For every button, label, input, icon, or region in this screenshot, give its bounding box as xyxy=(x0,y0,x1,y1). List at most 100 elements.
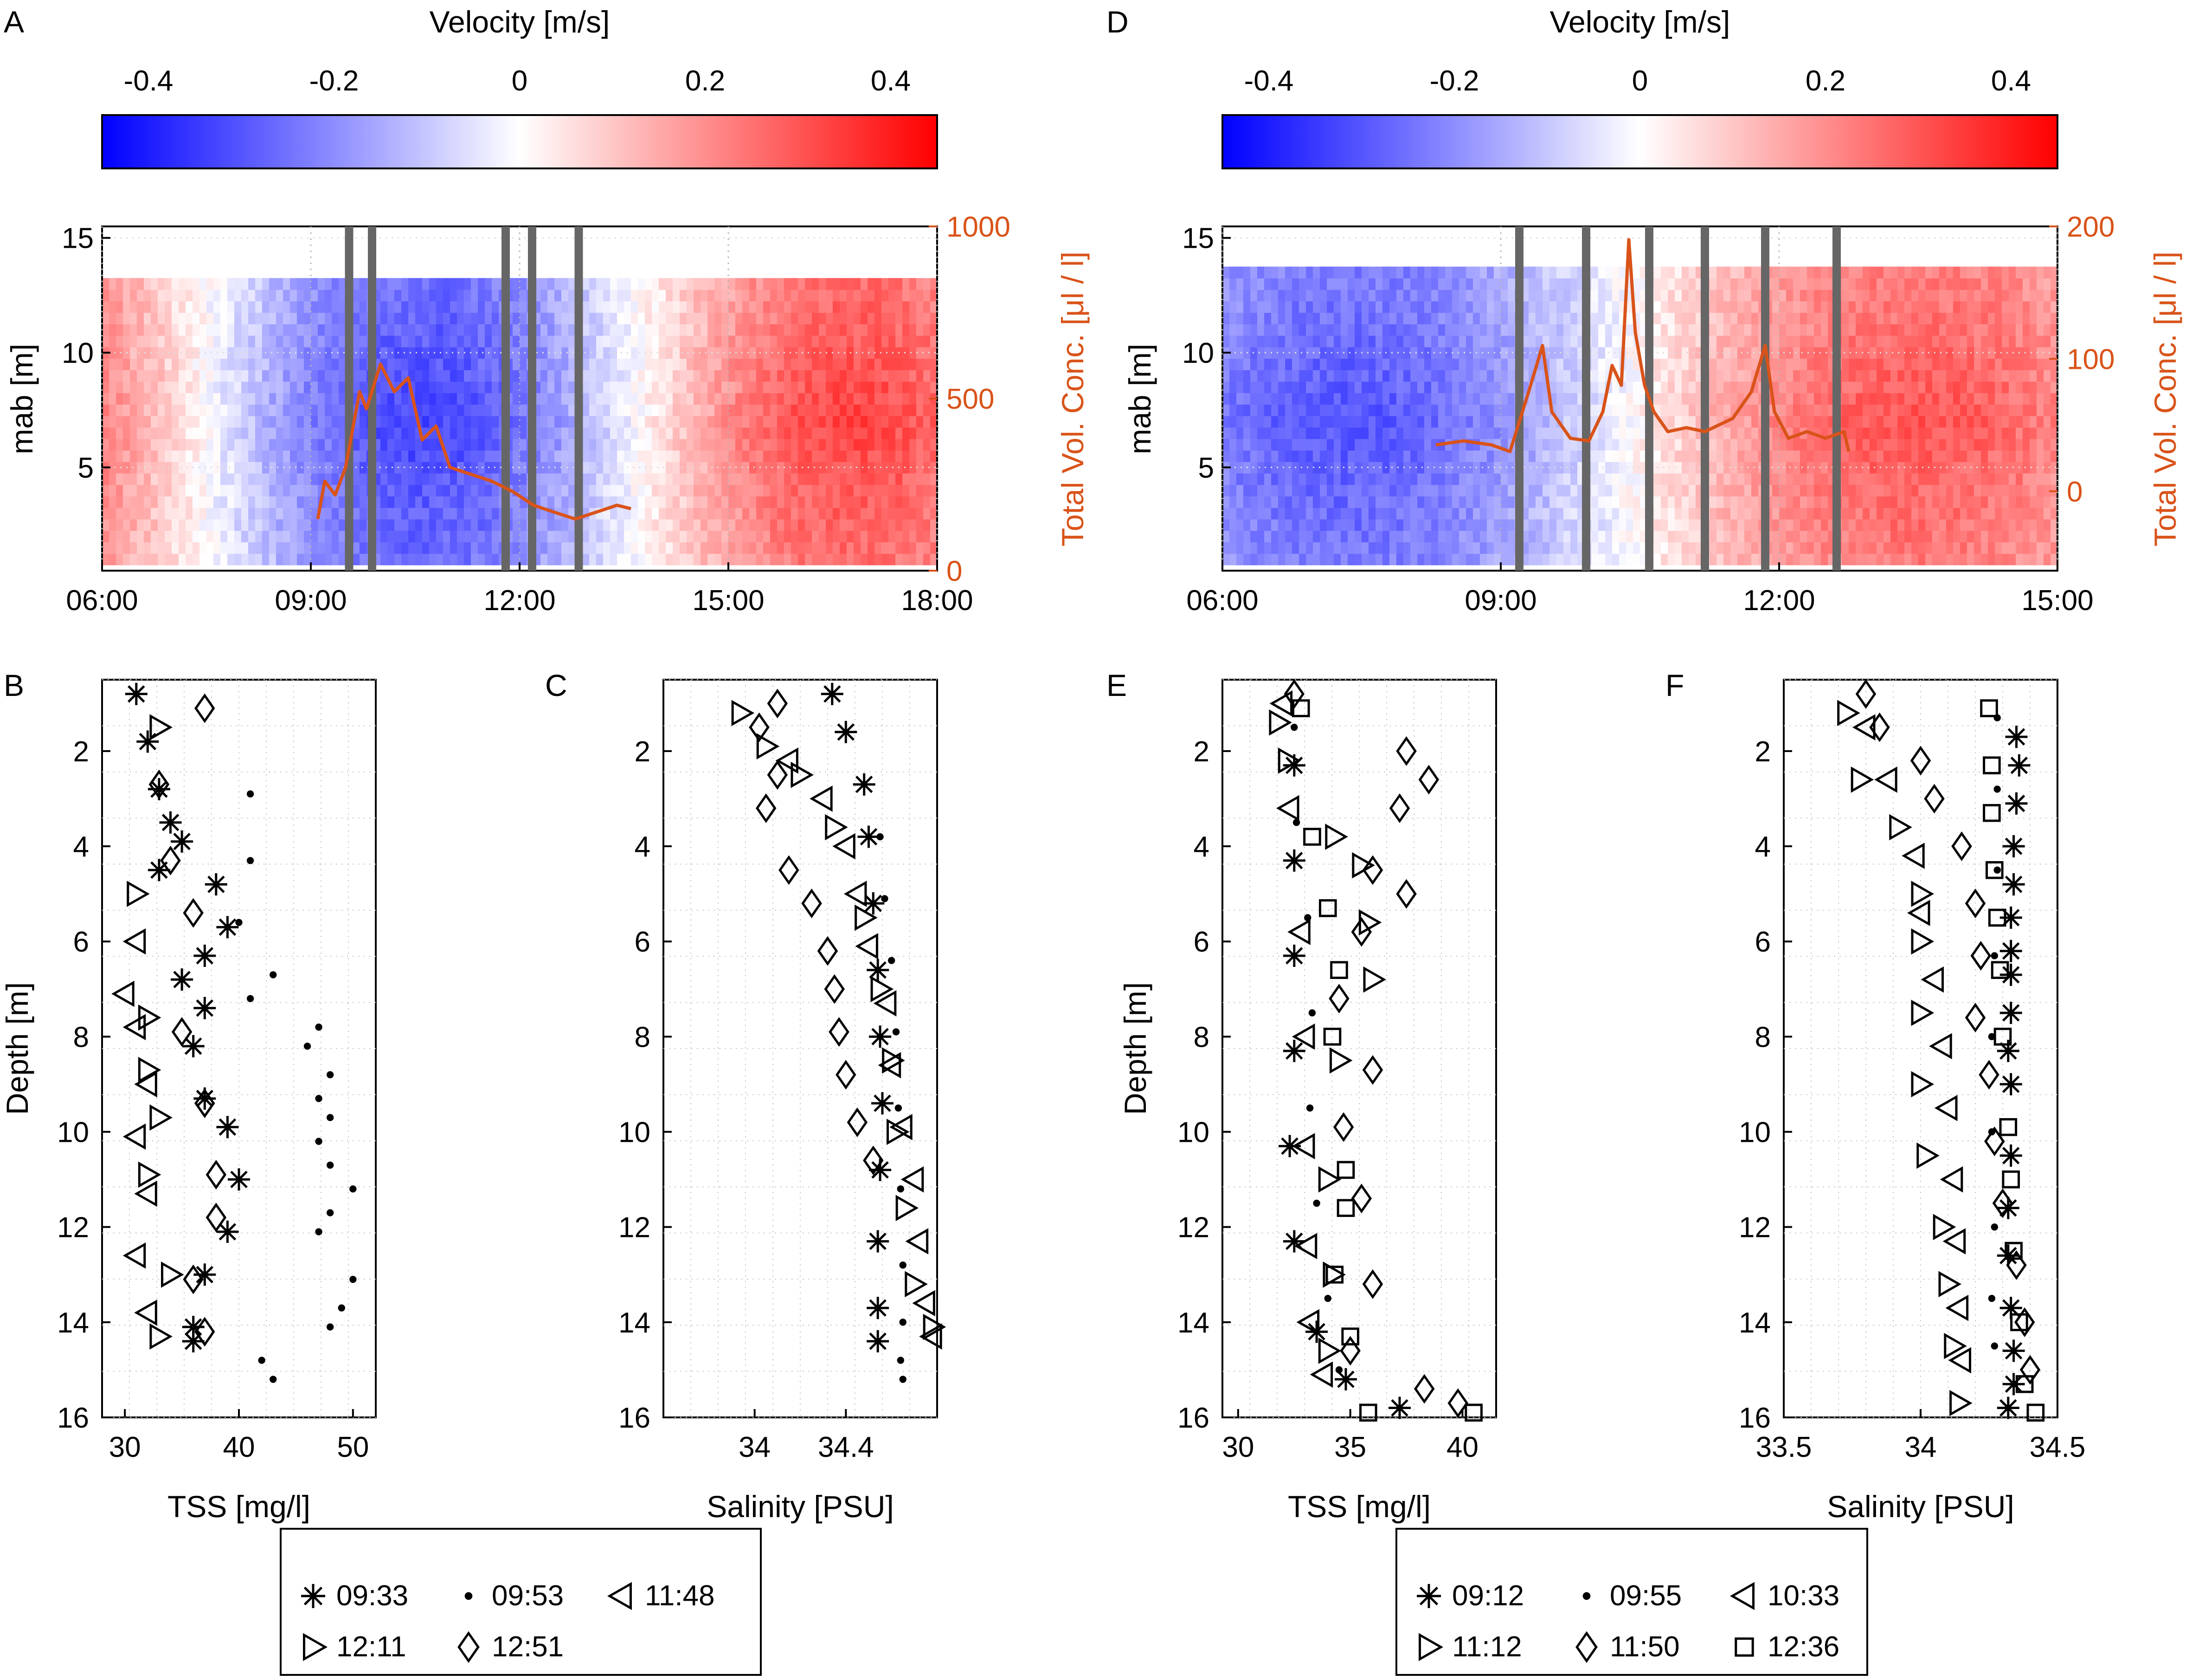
velocity-cell xyxy=(659,427,666,439)
velocity-cell xyxy=(547,473,555,485)
velocity-cell xyxy=(325,290,332,302)
velocity-cell xyxy=(1591,278,1599,290)
velocity-cell xyxy=(283,381,290,393)
velocity-cell xyxy=(102,450,109,462)
velocity-cell xyxy=(213,312,221,324)
velocity-cell xyxy=(485,484,492,496)
velocity-cell xyxy=(353,324,360,336)
colorbar-title-D: Velocity [m/s] xyxy=(1550,5,1730,39)
velocity-cell xyxy=(798,484,805,496)
velocity-cell xyxy=(638,519,645,531)
velocity-cell xyxy=(165,381,172,393)
velocity-cell xyxy=(721,335,729,348)
velocity-cell xyxy=(283,301,290,313)
velocity-cell xyxy=(1341,473,1348,485)
velocity-cell xyxy=(290,301,297,313)
velocity-cell xyxy=(422,553,430,566)
velocity-cell xyxy=(520,358,527,370)
velocity-cell xyxy=(694,393,701,405)
velocity-cell xyxy=(262,312,270,324)
velocity-cell xyxy=(1612,496,1620,508)
velocity-cell xyxy=(1508,519,1515,531)
velocity-cell xyxy=(812,393,819,405)
velocity-cell xyxy=(422,278,430,290)
velocity-cell xyxy=(325,427,332,439)
velocity-cell xyxy=(812,404,819,416)
velocity-cell xyxy=(1403,484,1411,496)
velocity-cell xyxy=(680,496,687,508)
velocity-cell xyxy=(805,324,812,336)
velocity-cell xyxy=(1264,484,1272,496)
velocity-cell xyxy=(694,312,701,324)
velocity-cell xyxy=(1459,335,1466,348)
velocity-cell xyxy=(492,278,499,290)
velocity-cell xyxy=(1661,324,1668,336)
velocity-cell xyxy=(582,553,590,566)
velocity-cell xyxy=(1376,542,1383,554)
velocity-cell xyxy=(318,278,325,290)
velocity-cell xyxy=(540,370,548,382)
velocity-cell xyxy=(840,519,847,531)
velocity-cell xyxy=(325,519,332,531)
velocity-cell xyxy=(1389,370,1397,382)
velocity-cell xyxy=(290,508,297,520)
velocity-cell xyxy=(1424,530,1432,542)
velocity-cell xyxy=(325,278,332,290)
velocity-cell xyxy=(1487,312,1494,324)
y-tick-label: 16 xyxy=(57,1402,89,1434)
velocity-cell xyxy=(1598,370,1606,382)
velocity-cell xyxy=(1431,508,1439,520)
velocity-cell xyxy=(833,358,840,370)
velocity-cell xyxy=(1396,290,1404,302)
velocity-cell xyxy=(909,553,917,566)
velocity-cell xyxy=(332,462,339,474)
velocity-cell xyxy=(1222,530,1230,542)
velocity-cell xyxy=(1668,553,1675,566)
velocity-cell xyxy=(888,484,896,496)
velocity-cell xyxy=(1459,519,1466,531)
velocity-cell xyxy=(589,473,597,485)
velocity-cell xyxy=(826,519,833,531)
velocity-cell xyxy=(721,542,729,554)
velocity-cell xyxy=(1654,473,1661,485)
velocity-cell xyxy=(1222,370,1230,382)
velocity-cell xyxy=(1487,508,1494,520)
velocity-cell xyxy=(1459,508,1466,520)
panel-A: A Velocity [m/s] -0.4 -0.2 0 0.2 0.4 06:00 09… xyxy=(4,5,1090,617)
velocity-cell xyxy=(763,496,771,508)
velocity-cell xyxy=(360,438,367,451)
velocity-cell xyxy=(1285,324,1292,336)
velocity-cell xyxy=(1424,381,1432,393)
velocity-cell xyxy=(1438,393,1446,405)
velocity-cell xyxy=(673,438,680,451)
velocity-cell xyxy=(353,358,360,370)
velocity-cell xyxy=(109,427,116,439)
velocity-cell xyxy=(1278,335,1286,348)
velocity-cell xyxy=(1250,358,1258,370)
velocity-cell xyxy=(513,335,520,348)
velocity-cell xyxy=(1417,530,1425,542)
velocity-cell xyxy=(429,312,437,324)
panel-label-B: B xyxy=(4,668,24,702)
velocity-cell xyxy=(1501,347,1508,359)
velocity-cell xyxy=(568,427,576,439)
velocity-cell xyxy=(554,473,562,485)
velocity-cell xyxy=(1306,427,1313,439)
velocity-cell xyxy=(1285,393,1292,405)
velocity-cell xyxy=(638,416,645,428)
velocity-cell xyxy=(109,370,116,382)
velocity-cell xyxy=(561,553,569,566)
velocity-cell xyxy=(1487,290,1494,302)
velocity-cell xyxy=(805,335,812,348)
velocity-cell xyxy=(742,301,750,313)
velocity-cell xyxy=(819,290,826,302)
velocity-cell xyxy=(436,450,444,462)
velocity-cell xyxy=(1236,416,1244,428)
velocity-cell xyxy=(589,450,597,462)
velocity-cell xyxy=(394,508,402,520)
data-point-triangle-right xyxy=(791,761,814,788)
velocity-cell xyxy=(624,404,631,416)
velocity-cell xyxy=(589,290,597,302)
velocity-cell xyxy=(186,484,193,496)
velocity-cell xyxy=(888,416,896,428)
